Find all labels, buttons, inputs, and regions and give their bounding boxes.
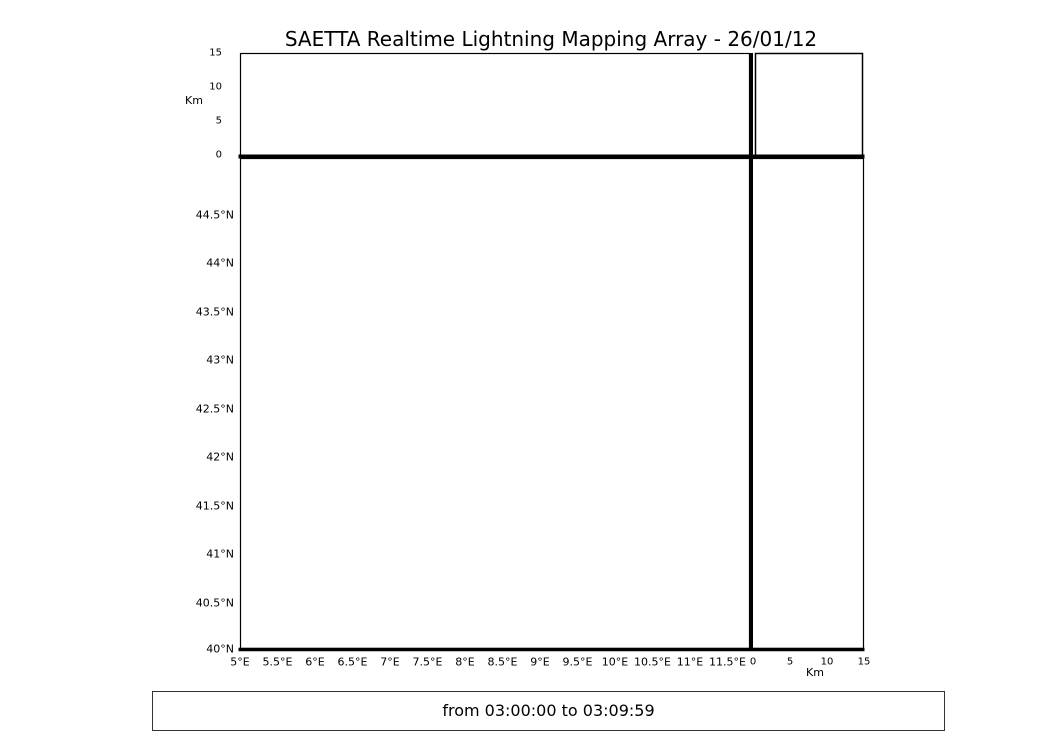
altitude-right-panel xyxy=(750,157,865,650)
panel-frames xyxy=(238,52,865,652)
map-frame xyxy=(239,157,751,650)
altitude-top-panel xyxy=(239,52,751,157)
time-range-box: from 03:00:00 to 03:09:59 xyxy=(152,691,945,731)
corner-panel xyxy=(754,52,864,157)
time-range-text: from 03:00:00 to 03:09:59 xyxy=(442,701,655,720)
